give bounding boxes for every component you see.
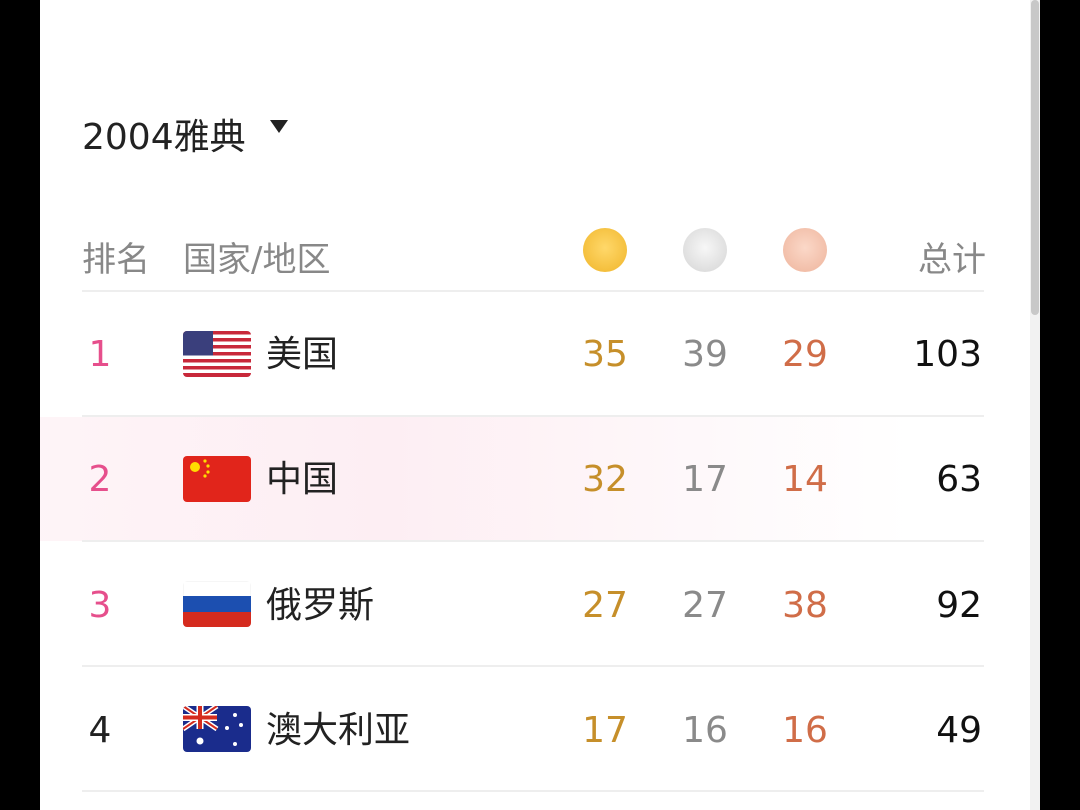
dropdown-caret[interactable] bbox=[270, 120, 288, 133]
column-header: 国家/地区 bbox=[183, 240, 331, 280]
country-name: 美国 bbox=[266, 334, 339, 375]
gold-count: 27 bbox=[582, 585, 628, 626]
silver-count: 17 bbox=[682, 459, 728, 500]
flag-australia bbox=[183, 706, 251, 752]
rank: 1 bbox=[88, 334, 112, 375]
gold-count: 32 bbox=[582, 459, 628, 500]
total-count: 103 bbox=[913, 334, 982, 375]
games-selector[interactable]: 2004雅典 bbox=[82, 117, 246, 158]
separator bbox=[82, 665, 984, 667]
flag-usa bbox=[183, 331, 251, 377]
rank: 2 bbox=[88, 459, 112, 500]
country-name: 俄罗斯 bbox=[266, 585, 375, 626]
panel bbox=[40, 0, 1030, 810]
separator bbox=[82, 540, 984, 542]
silver-icon bbox=[683, 228, 727, 272]
separator bbox=[82, 415, 984, 417]
country-name: 澳大利亚 bbox=[266, 710, 411, 751]
total-count: 63 bbox=[936, 459, 982, 500]
scrollbar-thumb[interactable] bbox=[1031, 0, 1039, 315]
bronze-count: 14 bbox=[782, 459, 828, 500]
rank: 3 bbox=[88, 585, 112, 626]
bronze-count: 38 bbox=[782, 585, 828, 626]
silver-count: 16 bbox=[682, 710, 728, 751]
column-header: 排名 bbox=[82, 240, 150, 280]
scrollbar-track bbox=[1030, 0, 1040, 810]
gold-count: 17 bbox=[582, 710, 628, 751]
column-header: 总计 bbox=[918, 240, 986, 280]
country-name: 中国 bbox=[266, 459, 339, 500]
bronze-icon bbox=[783, 228, 827, 272]
rank: 4 bbox=[88, 710, 112, 751]
total-count: 49 bbox=[936, 710, 982, 751]
separator bbox=[82, 290, 984, 292]
bronze-count: 16 bbox=[782, 710, 828, 751]
silver-count: 39 bbox=[682, 334, 728, 375]
flag-china bbox=[183, 456, 251, 502]
flag-russia bbox=[183, 581, 251, 627]
total-count: 92 bbox=[936, 585, 982, 626]
silver-count: 27 bbox=[682, 585, 728, 626]
gold-icon bbox=[583, 228, 627, 272]
separator bbox=[82, 790, 984, 792]
bronze-count: 29 bbox=[782, 334, 828, 375]
gold-count: 35 bbox=[582, 334, 628, 375]
